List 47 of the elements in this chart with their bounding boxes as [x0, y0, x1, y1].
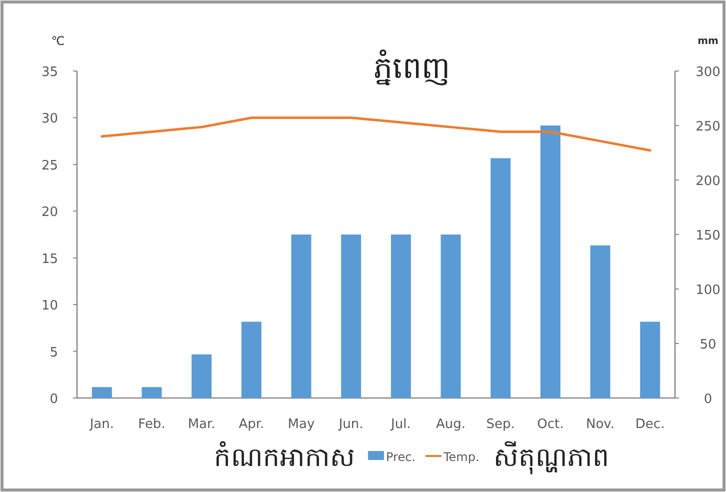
bar [241, 322, 262, 398]
bar [590, 245, 610, 398]
y-tick-label: 0 [50, 392, 58, 407]
x-tick-label: Jul. [390, 417, 411, 432]
y-tick-label: 30 [41, 112, 58, 127]
x-tick-label: Feb. [138, 417, 166, 432]
x-tick-label: Nov. [586, 417, 614, 432]
x-tick-label: Jun. [338, 417, 364, 432]
legend-label: Prec. [386, 450, 416, 464]
legend-label: Temp. [442, 450, 480, 464]
bar [640, 322, 660, 398]
y2-tick-label: 0 [704, 392, 712, 407]
y2-tick-label: 250 [696, 120, 720, 134]
x-tick-label: Dec. [635, 417, 665, 432]
y-tick-label: 15 [41, 252, 58, 267]
y2-tick-label: 100 [696, 283, 720, 298]
x-tick-label: Apr. [238, 417, 264, 432]
y-tick-label: 10 [41, 298, 58, 314]
bar [341, 234, 362, 398]
bar [390, 234, 411, 398]
y2-tick-label: 200 [696, 174, 720, 189]
x-tick-label: Jan. [88, 417, 114, 432]
x-tick-label: Mar. [188, 417, 216, 432]
bar [540, 126, 560, 398]
bar [440, 234, 461, 398]
y-tick-label: 35 [41, 65, 58, 80]
text: សីតុណ្ហភាព [493, 441, 610, 475]
bar [142, 387, 162, 398]
bar [291, 234, 312, 398]
x-tick-label: Oct. [537, 417, 564, 432]
y-tick-label: 25 [41, 158, 58, 174]
chart-title: ភ្នំពេញ [374, 49, 450, 86]
line-series [100, 116, 652, 152]
y2-tick-label: 300 [696, 65, 720, 80]
y2-axis-title: mm [698, 36, 718, 47]
y-tick-label: 5 [50, 345, 58, 360]
text: កំណកអាកាស [214, 441, 355, 473]
bar [92, 387, 112, 398]
y-tick-label: 20 [41, 205, 58, 220]
y2-tick-label: 50 [700, 338, 716, 352]
y-axis-title: ℃ [51, 34, 65, 48]
x-tick-label: Aug. [436, 417, 466, 432]
x-tick-label: May [288, 417, 315, 432]
x-tick-label: Sep. [486, 417, 515, 432]
bar [192, 354, 212, 398]
bar [490, 158, 511, 398]
y2-tick-label: 150 [696, 228, 720, 244]
